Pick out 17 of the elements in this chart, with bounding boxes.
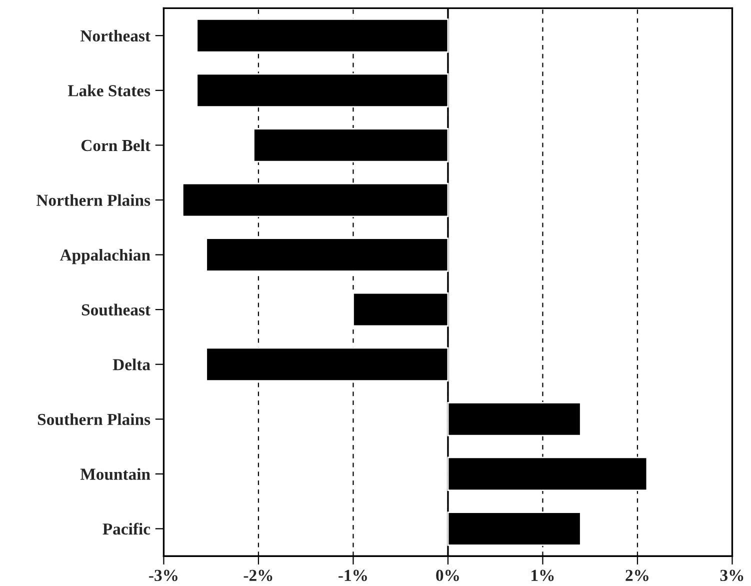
x-tick-label: -1% — [338, 570, 367, 582]
y-tick-label: Mountain — [80, 468, 150, 480]
y-tick-label: Northeast — [80, 30, 150, 42]
x-tick-label: 3% — [720, 570, 744, 582]
y-tick-label: Southern Plains — [38, 413, 150, 426]
y-tick-label: Northern Plains — [36, 194, 150, 206]
y-tick-label: Corn Belt — [81, 139, 150, 152]
y-tick-label: Lake States — [68, 84, 150, 96]
y-tick-label: Delta — [112, 358, 150, 370]
x-tick-label: -2% — [244, 570, 272, 582]
y-tick-label: Southeast — [82, 304, 150, 316]
x-tick-label: 0% — [436, 570, 459, 582]
x-tick-label: -3% — [149, 570, 178, 582]
y-tick-label: Appalachian — [60, 248, 150, 264]
x-tick-label: 1% — [532, 570, 554, 582]
y-tick-label: Pacific — [102, 522, 150, 535]
x-tick-label: 2% — [626, 570, 648, 582]
